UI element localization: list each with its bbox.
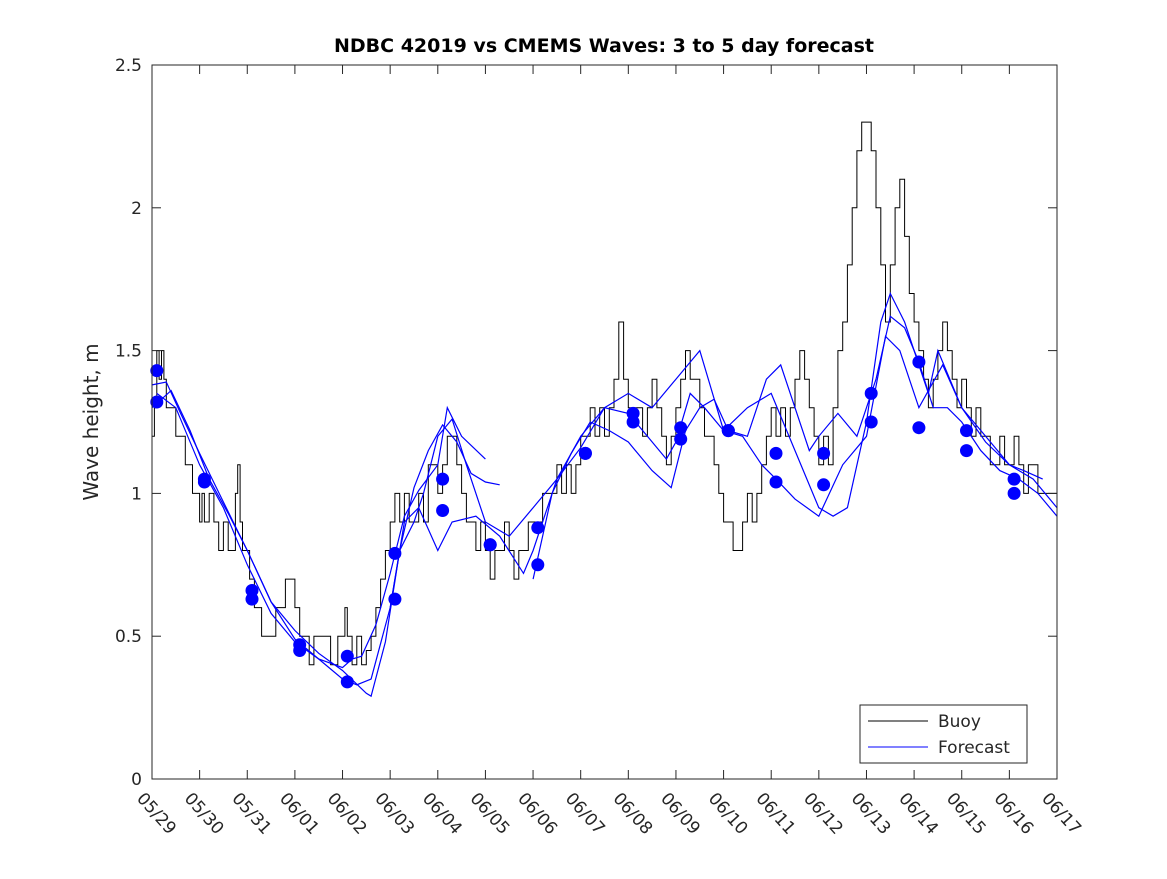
y-tick-label: 2 (131, 199, 142, 219)
forecast-series-line (151, 389, 486, 669)
forecast-init-point (817, 478, 831, 492)
forecast-init-point (626, 415, 640, 429)
forecast-init-point (531, 521, 545, 535)
forecast-init-point (864, 386, 878, 400)
y-tick-label: 1.5 (115, 342, 142, 362)
forecast-init-point (721, 424, 735, 438)
forecast-init-point (912, 355, 926, 369)
forecast-init-point (150, 395, 164, 409)
forecast-init-point (912, 421, 926, 435)
forecast-init-point (960, 444, 973, 458)
forecast-init-point (531, 558, 545, 572)
y-tick-label: 1 (131, 484, 142, 504)
forecast-init-point (1007, 472, 1021, 486)
legend-forecast-label: Forecast (938, 738, 1010, 758)
forecast-series-line (389, 335, 1043, 608)
forecast-init-point (436, 472, 450, 486)
forecast-init-point (483, 538, 497, 552)
forecast-init-point (769, 475, 783, 489)
forecast-init-point (197, 475, 211, 489)
forecast-init-point (1007, 486, 1021, 500)
y-axis: 0 0.5 1 1.5 2 2.5 (115, 56, 1057, 790)
forecast-init-point (960, 424, 973, 438)
forecast-init-point (340, 675, 354, 689)
forecast-init-point (817, 446, 831, 460)
plot-area (150, 121, 1058, 698)
forecast-init-point (293, 644, 307, 657)
forecast-init-point (674, 421, 688, 435)
forecast-init-point (340, 649, 354, 663)
y-axis-label: Wave height, m (79, 343, 103, 500)
forecast-init-point (769, 446, 783, 460)
forecast-series-line (532, 315, 1058, 580)
y-tick-label: 2.5 (115, 56, 142, 76)
buoy-series-line (152, 121, 1057, 666)
forecast-series-line (151, 381, 500, 698)
forecast-init-point (864, 415, 878, 429)
legend-box (859, 704, 1028, 764)
forecast-init-point (674, 432, 688, 446)
forecast-init-point (245, 592, 259, 606)
y-tick-label: 0 (131, 770, 142, 790)
forecast-init-point (436, 504, 450, 517)
legend-buoy-label: Buoy (938, 712, 981, 732)
forecast-init-point (150, 364, 164, 378)
forecast-init-point (578, 446, 592, 460)
forecast-init-point (388, 546, 402, 560)
y-tick-label: 0.5 (115, 627, 142, 647)
legend: Buoy Forecast (859, 704, 1028, 764)
axes-box (151, 64, 1058, 780)
forecast-init-point (388, 592, 402, 606)
chart-title: NDBC 42019 vs CMEMS Waves: 3 to 5 day fo… (334, 35, 874, 57)
